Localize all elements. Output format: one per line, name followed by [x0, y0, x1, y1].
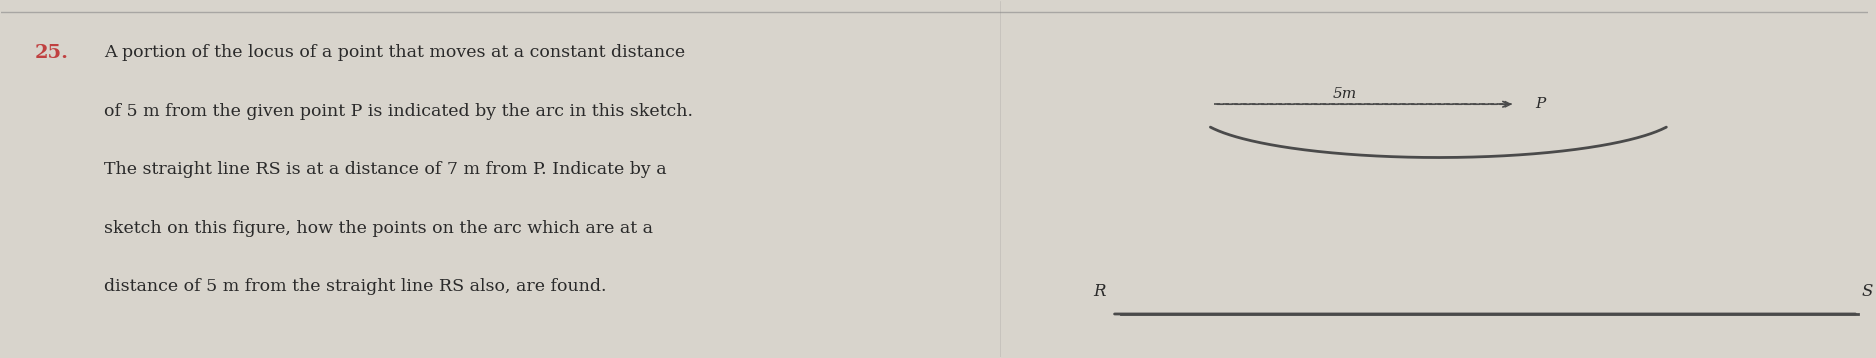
Text: R: R	[1094, 283, 1105, 300]
Text: distance of 5 m from the straight line RS also, are found.: distance of 5 m from the straight line R…	[103, 279, 606, 295]
Text: P: P	[1535, 97, 1546, 111]
Text: 5m: 5m	[1334, 87, 1356, 101]
Text: The straight line RS is at a distance of 7 m from P. Indicate by a: The straight line RS is at a distance of…	[103, 161, 666, 178]
Text: 25.: 25.	[36, 44, 69, 62]
Text: A portion of the locus of a point that moves at a constant distance: A portion of the locus of a point that m…	[103, 44, 685, 61]
Text: of 5 m from the given point P is indicated by the arc in this sketch.: of 5 m from the given point P is indicat…	[103, 103, 692, 120]
Text: sketch on this figure, how the points on the arc which are at a: sketch on this figure, how the points on…	[103, 220, 653, 237]
Text: S: S	[1863, 283, 1874, 300]
